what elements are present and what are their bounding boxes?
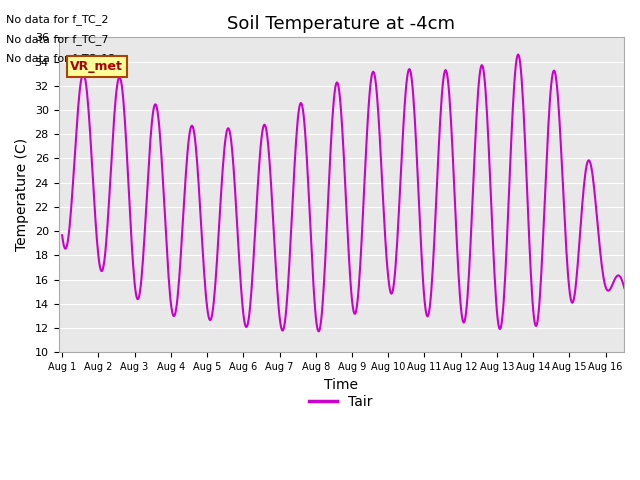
X-axis label: Time: Time [324,377,358,392]
Text: No data for f_TC_12: No data for f_TC_12 [6,53,116,64]
Text: No data for f_TC_7: No data for f_TC_7 [6,34,109,45]
Y-axis label: Temperature (C): Temperature (C) [15,138,29,252]
Text: VR_met: VR_met [70,60,124,73]
Legend: Tair: Tair [304,389,378,415]
Title: Soil Temperature at -4cm: Soil Temperature at -4cm [227,15,455,33]
Text: No data for f_TC_2: No data for f_TC_2 [6,14,109,25]
